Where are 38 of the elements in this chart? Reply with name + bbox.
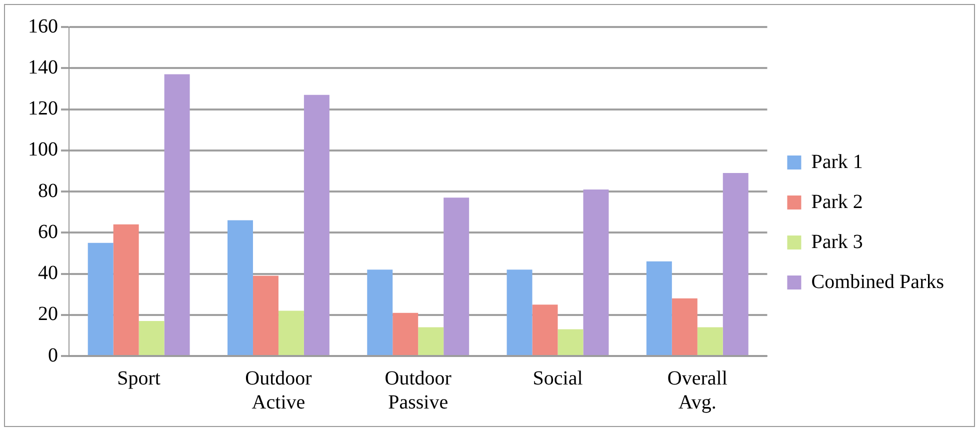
y-tick-label: 60 bbox=[38, 220, 58, 243]
y-tick-label: 100 bbox=[28, 138, 58, 161]
bar bbox=[88, 242, 114, 355]
x-tick-label: Outdoor Passive bbox=[384, 367, 452, 414]
bar bbox=[558, 329, 584, 355]
legend-label: Park 1 bbox=[811, 150, 863, 173]
bar bbox=[697, 327, 723, 355]
bar bbox=[164, 74, 190, 355]
y-tick-label: 140 bbox=[28, 56, 58, 78]
y-tick-label: 20 bbox=[38, 303, 58, 326]
y-tick-label: 120 bbox=[28, 98, 58, 120]
bar bbox=[672, 298, 698, 355]
bar bbox=[113, 224, 139, 355]
bar bbox=[418, 327, 444, 355]
x-tick-label: Social bbox=[532, 367, 584, 390]
y-tick-label: 0 bbox=[48, 344, 58, 366]
bar bbox=[367, 270, 393, 355]
bar bbox=[646, 261, 672, 355]
bar bbox=[444, 198, 470, 355]
bar bbox=[506, 270, 532, 355]
bar bbox=[392, 312, 418, 355]
y-tick-label: 160 bbox=[28, 15, 58, 38]
x-tick-label: Overall Avg. bbox=[667, 367, 728, 414]
bar bbox=[228, 220, 253, 355]
x-tick-label: Outdoor Active bbox=[245, 367, 312, 414]
bar bbox=[583, 189, 609, 355]
bar bbox=[278, 310, 304, 355]
legend-label: Park 3 bbox=[811, 230, 863, 253]
bar bbox=[722, 172, 748, 355]
legend-label: Park 2 bbox=[811, 190, 863, 213]
legend-label: Combined Parks bbox=[811, 270, 944, 293]
x-tick-label: Sport bbox=[117, 367, 161, 390]
y-tick-label: 80 bbox=[38, 180, 58, 202]
bar bbox=[252, 276, 278, 355]
bar bbox=[304, 94, 330, 355]
y-tick-label: 40 bbox=[38, 262, 58, 284]
bar bbox=[138, 321, 164, 355]
bar bbox=[532, 304, 558, 355]
